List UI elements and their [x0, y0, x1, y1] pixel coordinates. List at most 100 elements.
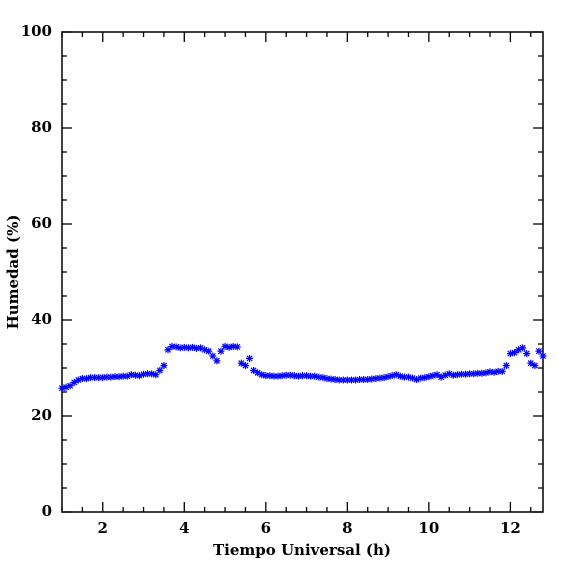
marker-stroke — [217, 348, 225, 355]
marker-stroke — [295, 373, 302, 380]
marker-stroke — [503, 362, 510, 369]
marker-stroke — [531, 362, 538, 369]
data-point — [527, 359, 535, 367]
marker-stroke — [376, 375, 383, 382]
marker-stroke — [511, 349, 518, 356]
data-point — [209, 352, 217, 360]
marker-stroke — [213, 357, 220, 364]
marker-stroke — [254, 369, 261, 376]
marker-stroke — [71, 379, 78, 386]
y-tick-label: 60 — [31, 214, 52, 232]
marker-stroke — [393, 371, 400, 378]
data-point — [502, 362, 510, 370]
marker-stroke — [527, 360, 534, 367]
marker-stroke — [429, 372, 436, 379]
marker-stroke — [421, 374, 428, 381]
x-tick-label: 12 — [500, 519, 521, 537]
marker-stroke — [507, 350, 514, 357]
y-tick-label: 80 — [31, 118, 52, 136]
data-point — [156, 366, 164, 374]
marker-stroke — [446, 370, 453, 377]
data-point — [307, 372, 315, 380]
data-point — [535, 347, 543, 355]
data-point — [233, 343, 241, 351]
data-point — [217, 347, 225, 355]
data-point — [160, 362, 168, 370]
marker-stroke — [499, 368, 506, 375]
marker-stroke — [491, 369, 498, 376]
x-tick-label: 4 — [179, 519, 189, 537]
marker-stroke — [352, 376, 359, 384]
y-tick-label: 20 — [31, 406, 52, 424]
marker-stroke — [433, 371, 441, 378]
marker-stroke — [58, 385, 66, 392]
marker-stroke — [368, 375, 375, 383]
x-axis-label: Tiempo Universal (h) — [213, 541, 391, 559]
plot-frame — [61, 31, 544, 513]
y-axis-label: Humedad (%) — [4, 215, 22, 330]
marker-stroke — [99, 374, 106, 381]
marker-stroke — [226, 344, 233, 351]
marker-stroke — [83, 375, 90, 382]
marker-stroke — [274, 373, 282, 380]
marker-stroke — [193, 345, 200, 352]
x-tick-label: 8 — [342, 519, 352, 537]
y-tick-label: 100 — [21, 22, 52, 40]
data-point — [498, 367, 506, 375]
marker-stroke — [234, 343, 241, 350]
marker-stroke — [519, 344, 526, 351]
marker-stroke — [238, 360, 245, 367]
marker-stroke — [107, 374, 114, 381]
marker-stroke — [372, 375, 379, 382]
x-tick-label: 6 — [261, 519, 271, 537]
marker-stroke — [177, 344, 184, 351]
data-point — [246, 354, 254, 362]
data-point — [74, 376, 82, 384]
marker-stroke — [209, 352, 216, 360]
y-tick-label: 0 — [42, 502, 52, 520]
data-point — [539, 352, 547, 360]
marker-stroke — [185, 344, 192, 351]
marker-stroke — [140, 371, 147, 378]
marker-stroke — [470, 370, 477, 377]
x-tick-label: 2 — [98, 519, 108, 537]
marker-stroke — [417, 375, 424, 382]
data-point — [66, 382, 74, 390]
marker-stroke — [201, 346, 208, 353]
data-point — [433, 371, 441, 379]
marker-stroke — [389, 372, 396, 379]
marker-stroke — [250, 367, 257, 374]
marker-stroke — [116, 373, 123, 380]
data-point — [523, 350, 531, 358]
data-point — [519, 344, 527, 352]
marker-stroke — [380, 374, 388, 381]
marker-stroke — [539, 352, 547, 360]
marker-stroke — [279, 372, 286, 379]
marker-stroke — [385, 373, 392, 380]
marker-stroke — [242, 362, 249, 369]
data-point — [531, 362, 539, 370]
marker-stroke — [425, 373, 432, 380]
x-tick-label: 10 — [418, 519, 439, 537]
marker-stroke — [450, 372, 457, 379]
marker-stroke — [454, 371, 461, 378]
data-point — [510, 349, 518, 357]
marker-stroke — [478, 370, 485, 377]
data-point — [213, 357, 221, 365]
data-point — [205, 347, 213, 355]
data-point — [241, 362, 249, 370]
marker-stroke — [462, 371, 469, 378]
marker-stroke — [246, 355, 253, 362]
marker-stroke — [160, 362, 167, 369]
marker-stroke — [409, 375, 416, 382]
marker-stroke — [535, 348, 542, 355]
marker-stroke — [364, 376, 371, 383]
y-tick-label: 40 — [31, 310, 52, 328]
marker-stroke — [205, 348, 212, 355]
marker-stroke — [482, 369, 489, 376]
marker-stroke — [523, 350, 530, 357]
marker-stroke — [197, 344, 204, 351]
marker-stroke — [156, 367, 163, 374]
data-point — [164, 346, 172, 354]
